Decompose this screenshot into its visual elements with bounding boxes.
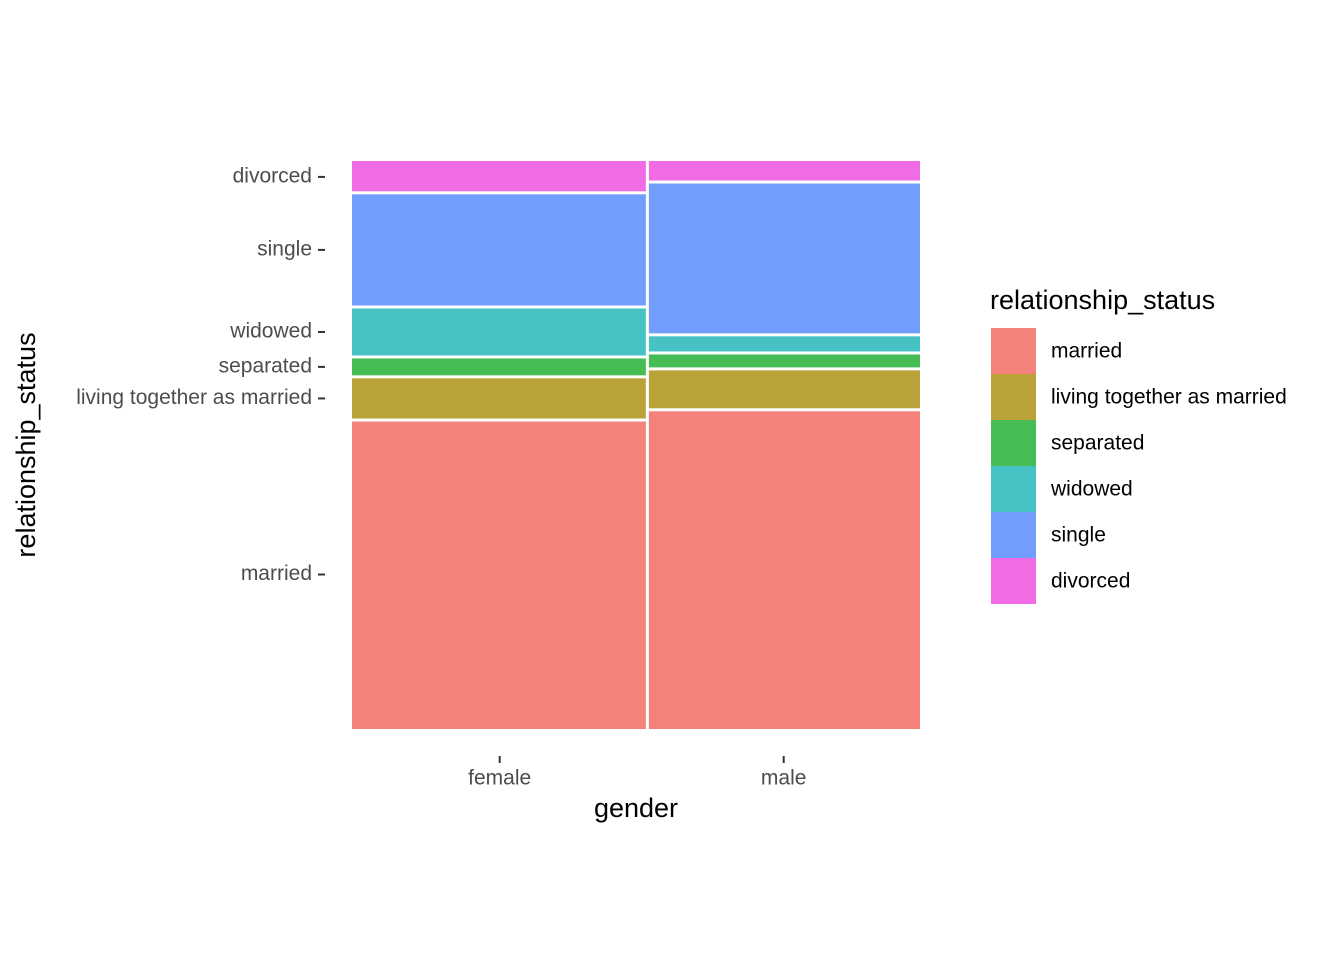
legend-key [991,420,1036,466]
y-tick-label: single [257,237,312,260]
legend-key [991,374,1036,420]
legend-title: relationship_status [990,285,1215,315]
legend-label: married [1051,340,1122,363]
x-tick-label: male [761,767,807,790]
y-tick-label: separated [219,354,312,377]
legend-label: divorced [1051,570,1130,593]
mosaic-tile [352,161,646,192]
mosaic-tile [648,370,920,409]
y-tick-label: living together as married [76,386,312,409]
mosaic-tile [352,194,646,306]
mosaic-tile [648,183,920,334]
legend-label: widowed [1050,478,1133,501]
legend-key [991,328,1036,374]
legend-key [991,466,1036,512]
legend-key [991,558,1036,604]
y-tick-label: divorced [233,164,312,187]
legend-key [991,512,1036,558]
y-tick-label: married [241,562,312,585]
mosaic-tile [352,378,646,419]
mosaic-tile [648,161,920,181]
mosaic-tile [648,336,920,352]
legend-label: living together as married [1051,386,1287,409]
x-tick-label: female [468,767,531,790]
legend-label: separated [1051,432,1144,455]
mosaic-tile [352,358,646,376]
mosaic-tile [352,421,646,729]
mosaic-tile [648,354,920,368]
x-axis-title: gender [594,793,678,823]
mosaic-tile [648,411,920,729]
legend-label: single [1051,524,1106,547]
mosaic-tile [352,308,646,356]
y-tick-label: widowed [229,320,312,343]
y-axis-title: relationship_status [11,332,41,557]
